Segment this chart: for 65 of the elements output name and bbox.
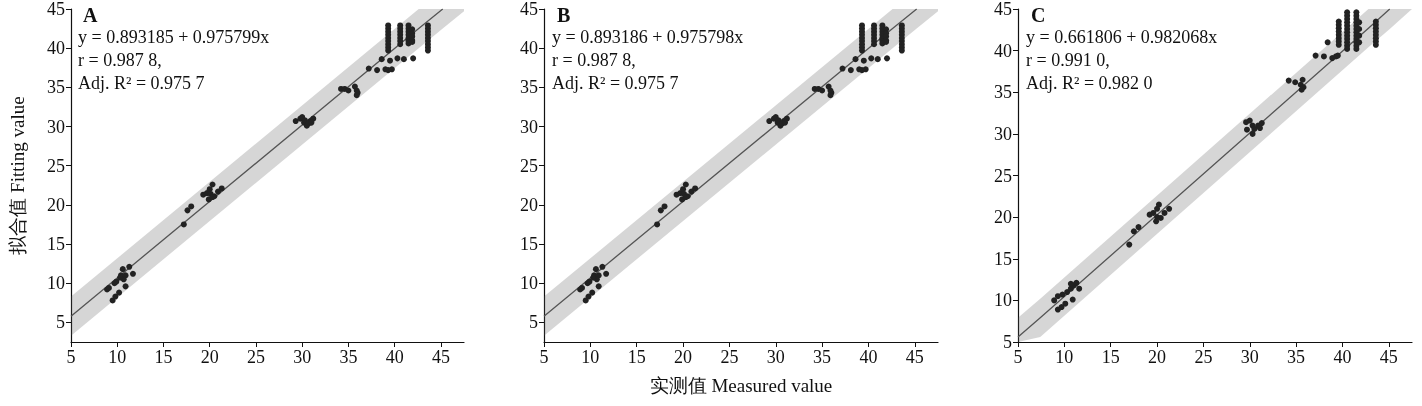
x-tick-label: 40 <box>859 347 878 367</box>
y-tick-label: 35 <box>994 82 1012 103</box>
y-tick-label: 20 <box>994 207 1012 228</box>
x-tick-label: 15 <box>154 347 173 367</box>
x-tick-label: 35 <box>1287 347 1306 367</box>
x-tick-label: 40 <box>1333 347 1352 367</box>
x-tick-label: 10 <box>108 347 127 367</box>
x-tick-label: 15 <box>1101 347 1120 367</box>
y-tick-label: 15 <box>520 234 538 255</box>
x-tick-label: 20 <box>1148 347 1167 367</box>
annotation: Adj. R² = 0.975 7 <box>78 73 205 93</box>
x-tick-label: 30 <box>766 347 785 367</box>
y-tick-label: 20 <box>47 194 65 215</box>
y-tick-label: 40 <box>520 38 538 59</box>
y-tick-label: 40 <box>994 40 1012 61</box>
y-tick-label: 25 <box>47 155 65 176</box>
y-tick-label: 30 <box>994 123 1012 144</box>
x-tick-label: 45 <box>1379 347 1398 367</box>
y-tick-label: 35 <box>47 77 65 98</box>
annotation: r = 0.991 0, <box>1026 50 1110 70</box>
y-tick-label: 35 <box>520 77 538 98</box>
x-tick-label: 15 <box>627 347 646 367</box>
chart-title: A <box>83 4 98 26</box>
y-tick-label: 10 <box>47 273 65 294</box>
y-tick-label: 10 <box>520 273 538 294</box>
y-axis-title: 拟合值 Fitting value <box>7 96 28 255</box>
y-tick-label: 30 <box>47 116 65 137</box>
x-tick-label: 25 <box>246 347 265 367</box>
y-tick-label: 45 <box>994 0 1012 19</box>
x-tick-label: 30 <box>293 347 312 367</box>
chart-title: C <box>1031 4 1046 26</box>
x-tick-label: 10 <box>581 347 600 367</box>
y-tick-label: 30 <box>520 116 538 137</box>
x-tick-label: 25 <box>1194 347 1213 367</box>
y-tick-label: 25 <box>994 165 1012 186</box>
annotation: Adj. R² = 0.982 0 <box>1026 73 1153 93</box>
annotation: y = 0.661806 + 0.982068x <box>1026 27 1218 47</box>
chart-title: B <box>557 4 571 26</box>
y-tick-label: 45 <box>47 0 65 19</box>
x-tick-label: 45 <box>431 347 450 367</box>
annotation: Adj. R² = 0.975 7 <box>552 73 679 93</box>
y-tick-label: 25 <box>520 155 538 176</box>
y-tick-label: 15 <box>994 248 1012 269</box>
y-tick-label: 5 <box>529 312 538 333</box>
x-tick-label: 40 <box>385 347 404 367</box>
x-tick-label: 25 <box>720 347 739 367</box>
x-tick-label: 20 <box>674 347 693 367</box>
y-tick-label: 5 <box>56 312 65 333</box>
y-tick-label: 15 <box>47 234 65 255</box>
x-tick-label: 30 <box>1240 347 1259 367</box>
y-tick-label: 45 <box>520 0 538 19</box>
x-tick-label: 35 <box>339 347 358 367</box>
x-tick-label: 35 <box>813 347 832 367</box>
x-tick-label: 45 <box>905 347 924 367</box>
annotation: r = 0.987 8, <box>78 50 162 70</box>
annotation: y = 0.893185 + 0.975799x <box>78 27 270 47</box>
y-tick-label: 5 <box>1003 332 1012 352</box>
annotation: r = 0.987 8, <box>552 50 636 70</box>
y-tick-label: 20 <box>520 194 538 215</box>
annotation: y = 0.893186 + 0.975798x <box>552 27 744 47</box>
x-tick-label: 20 <box>200 347 219 367</box>
y-tick-label: 40 <box>47 38 65 59</box>
x-axis-title: 实测值 Measured value <box>649 375 833 396</box>
x-tick-label: 10 <box>1055 347 1074 367</box>
y-tick-label: 10 <box>994 290 1012 311</box>
